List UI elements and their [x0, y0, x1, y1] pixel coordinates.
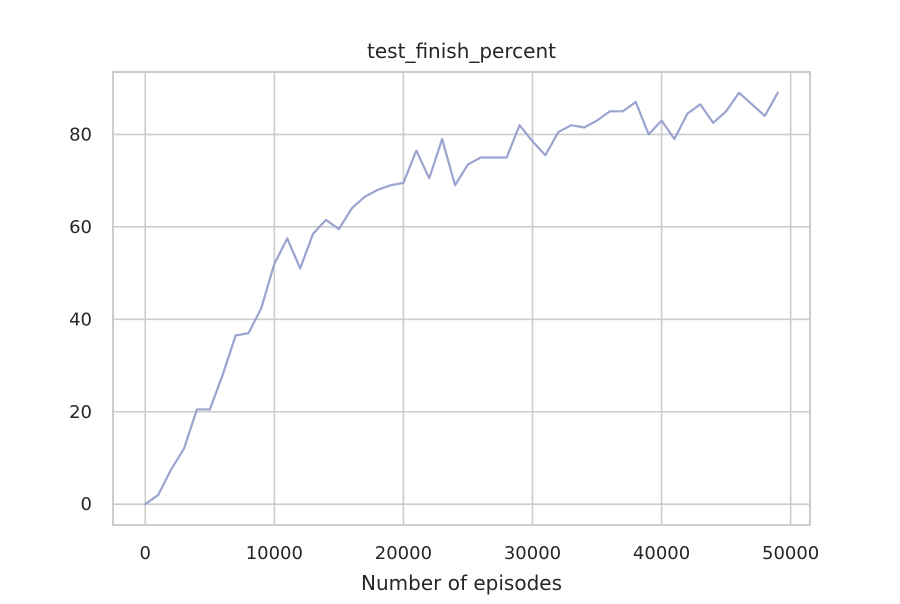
y-tick-label-4: 80: [69, 124, 92, 145]
chart-title: test_finish_percent: [367, 39, 556, 63]
tick-layer: 0 10000 20000 30000 40000 50000 0 20 40 60 80: [69, 124, 819, 564]
y-tick-label-0: 0: [81, 494, 92, 515]
x-axis-label: Number of episodes: [361, 571, 562, 595]
x-tick-label-4: 40000: [633, 543, 690, 564]
plot-frame: [113, 72, 810, 525]
series-layer: [145, 93, 777, 504]
x-tick-label-3: 30000: [504, 543, 561, 564]
y-tick-label-3: 60: [69, 217, 92, 238]
grid-layer: [113, 72, 810, 525]
x-tick-label-5: 50000: [762, 543, 819, 564]
series-line-0: [145, 93, 777, 504]
x-tick-label-1: 10000: [246, 543, 303, 564]
y-tick-label-1: 20: [69, 402, 92, 423]
y-tick-label-2: 40: [69, 309, 92, 330]
x-tick-label-2: 20000: [375, 543, 432, 564]
x-tick-label-0: 0: [140, 543, 151, 564]
